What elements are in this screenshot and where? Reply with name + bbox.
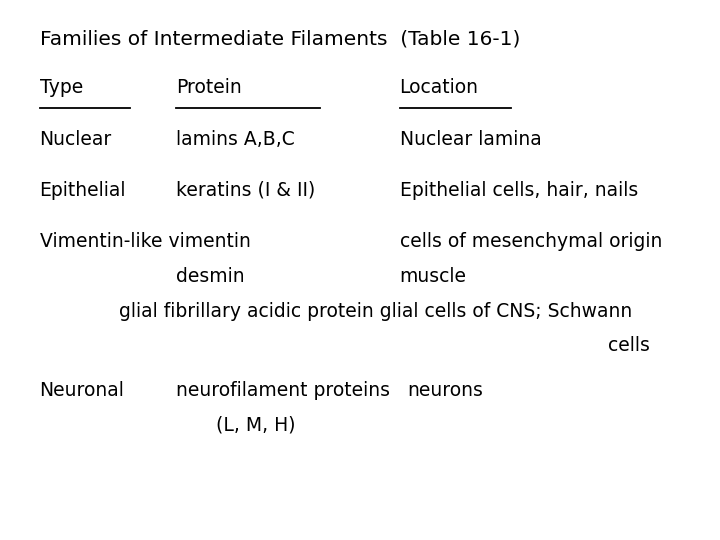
Text: Protein: Protein <box>176 78 242 97</box>
Text: Nuclear: Nuclear <box>40 130 112 148</box>
Text: Epithelial cells, hair, nails: Epithelial cells, hair, nails <box>400 181 638 200</box>
Text: cells of mesenchymal origin: cells of mesenchymal origin <box>400 232 662 251</box>
Text: Location: Location <box>400 78 479 97</box>
Text: lamins A,B,C: lamins A,B,C <box>176 130 295 148</box>
Text: desmin: desmin <box>176 267 245 286</box>
Text: glial fibrillary acidic protein glial cells of CNS; Schwann: glial fibrillary acidic protein glial ce… <box>119 302 632 321</box>
Text: muscle: muscle <box>400 267 467 286</box>
Text: Vimentin-like vimentin: Vimentin-like vimentin <box>40 232 251 251</box>
Text: Nuclear lamina: Nuclear lamina <box>400 130 541 148</box>
Text: neurofilament proteins: neurofilament proteins <box>176 381 390 400</box>
Text: neurons: neurons <box>407 381 482 400</box>
Text: Neuronal: Neuronal <box>40 381 125 400</box>
Text: (L, M, H): (L, M, H) <box>216 416 295 435</box>
Text: cells: cells <box>608 336 650 355</box>
Text: Type: Type <box>40 78 83 97</box>
Text: Epithelial: Epithelial <box>40 181 126 200</box>
Text: keratins (I & II): keratins (I & II) <box>176 181 315 200</box>
Text: Families of Intermediate Filaments  (Table 16-1): Families of Intermediate Filaments (Tabl… <box>40 30 520 49</box>
